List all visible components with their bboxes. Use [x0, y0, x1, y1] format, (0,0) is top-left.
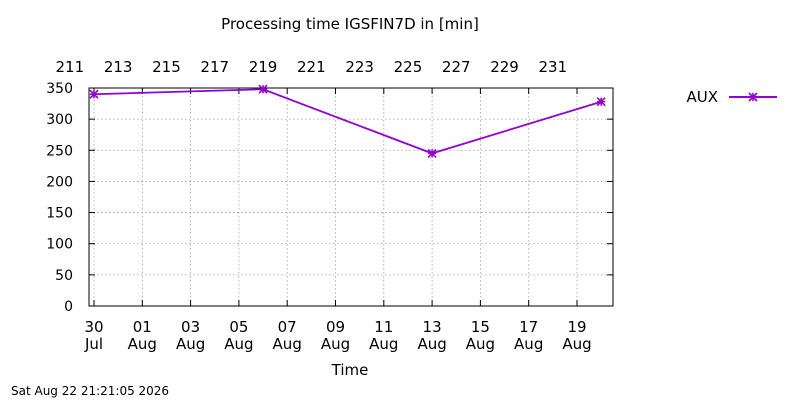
- data-point: [258, 84, 268, 94]
- x-tick-label-month: Aug: [562, 335, 591, 353]
- plot-frame: [88, 87, 614, 307]
- x-tick-label-day: 09: [326, 318, 345, 336]
- x-bottom-axis-labels: 30Jul01Aug03Aug05Aug07Aug09Aug11Aug13Aug…: [84, 318, 592, 353]
- x-tick-label-month: Aug: [369, 335, 398, 353]
- legend-marker-aux: [748, 92, 758, 102]
- x-top-tick-label: 211: [56, 58, 85, 76]
- x-tick-label-month: Aug: [273, 335, 302, 353]
- x-tick-label-day: 17: [519, 318, 538, 336]
- x-top-tick-label: 221: [297, 58, 326, 76]
- x-tick-label-month: Aug: [176, 335, 205, 353]
- legend-label-aux: AUX: [686, 88, 718, 106]
- x-top-axis-labels: 211 213 215 217 219 221 223 225 227 229 231: [56, 58, 568, 76]
- legend: AUX: [686, 88, 777, 106]
- x-tick-label-month: Jul: [84, 335, 103, 353]
- x-tick-label-day: 15: [471, 318, 490, 336]
- x-tick-label-month: Aug: [224, 335, 253, 353]
- grid-lines: [89, 88, 613, 306]
- x-top-tick-label: 231: [539, 58, 568, 76]
- data-point: [427, 148, 437, 158]
- y-tick-label: 150: [46, 206, 73, 222]
- x-top-tick-label: 215: [152, 58, 181, 76]
- x-tick-label-month: Aug: [321, 335, 350, 353]
- y-tick-label: 250: [46, 143, 73, 159]
- legend-star: [748, 92, 758, 102]
- series-line-aux: [93, 88, 602, 155]
- x-tick-label-month: Aug: [128, 335, 157, 353]
- x-top-tick-label: 217: [200, 58, 229, 76]
- x-top-tick-label: 219: [249, 58, 278, 76]
- y-tick-label: 50: [55, 268, 73, 284]
- x-tick-label-month: Aug: [514, 335, 543, 353]
- x-tick-label-day: 05: [229, 318, 248, 336]
- axis-ticks: [89, 87, 613, 307]
- x-top-tick-label: 213: [104, 58, 133, 76]
- series-aux: [89, 84, 606, 158]
- y-axis-labels: 0 50 100 150 200 250 300 350: [46, 81, 73, 315]
- x-tick-label-month: Aug: [417, 335, 446, 353]
- y-tick-label: 200: [46, 174, 73, 190]
- x-top-tick-label: 229: [490, 58, 519, 76]
- chart-title: Processing time IGSFIN7D in [min]: [221, 15, 479, 33]
- x-tick-label-day: 30: [84, 318, 103, 336]
- y-tick-label: 0: [64, 299, 73, 315]
- x-tick-label-day: 07: [278, 318, 297, 336]
- data-point: [596, 97, 606, 107]
- x-tick-label-day: 19: [567, 318, 586, 336]
- data-point: [89, 89, 99, 99]
- x-tick-label-day: 03: [181, 318, 200, 336]
- x-tick-label-day: 11: [374, 318, 393, 336]
- y-tick-label: 350: [46, 81, 73, 97]
- x-tick-label-month: Aug: [466, 335, 495, 353]
- x-top-tick-label: 227: [442, 58, 471, 76]
- y-tick-label: 100: [46, 237, 73, 253]
- x-top-tick-label: 225: [394, 58, 423, 76]
- x-top-tick-label: 223: [345, 58, 374, 76]
- y-tick-label: 300: [46, 112, 73, 128]
- x-axis-label: Time: [331, 361, 369, 379]
- footer-timestamp: Sat Aug 22 21:21:05 2026: [11, 384, 169, 398]
- x-tick-label-day: 01: [133, 318, 152, 336]
- x-tick-label-day: 13: [423, 318, 442, 336]
